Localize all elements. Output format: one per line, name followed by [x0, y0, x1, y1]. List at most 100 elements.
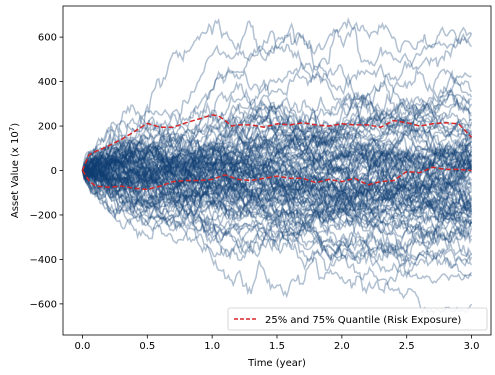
simulated-path: [81, 155, 473, 207]
y-tick-label: −600: [30, 299, 57, 310]
simulated-path: [81, 87, 473, 179]
simulated-path: [81, 146, 473, 211]
simulated-path: [81, 135, 473, 193]
simulated-path: [81, 147, 472, 208]
simulated-path: [82, 165, 473, 255]
simulated-path: [82, 166, 472, 245]
simulated-path: [81, 170, 473, 263]
simulated-path: [81, 166, 473, 271]
y-axis-label-exponent: 7: [8, 127, 16, 131]
quantile-lines: [81, 114, 473, 191]
x-tick-label: 0.0: [75, 341, 91, 352]
simulated-paths: [81, 16, 473, 315]
simulated-path: [81, 90, 472, 184]
simulated-path: [81, 139, 473, 295]
simulated-path: [81, 93, 472, 177]
y-tick-label: −400: [30, 255, 57, 266]
simulated-path: [82, 113, 472, 184]
simulated-path: [82, 128, 473, 207]
simulated-path: [82, 63, 473, 179]
simulated-path: [82, 33, 473, 193]
simulated-path: [82, 94, 473, 229]
simulated-path: [81, 99, 472, 209]
x-tick-label: 1.5: [269, 341, 285, 352]
x-tick-label: 3.0: [464, 341, 480, 352]
simulated-path: [81, 165, 472, 218]
simulated-path: [81, 106, 473, 185]
simulated-path: [81, 170, 473, 223]
simulated-path: [81, 130, 472, 209]
y-axis-label-main: Asset Value (x 10: [10, 131, 21, 218]
simulated-path: [82, 154, 472, 234]
simulated-path: [81, 41, 473, 171]
simulated-path: [81, 101, 473, 191]
simulated-path: [82, 169, 473, 246]
x-tick-label: 2.0: [334, 341, 350, 352]
simulated-path: [81, 61, 473, 175]
y-tick-label: 200: [38, 122, 57, 133]
legend: 25% and 75% Quantile (Risk Exposure): [227, 307, 488, 331]
simulated-path: [81, 145, 472, 202]
y-tick-label: 0: [51, 166, 57, 177]
simulated-path: [81, 158, 472, 225]
y-axis-label: Asset Value (x 107): [8, 123, 21, 218]
simulated-path: [82, 148, 473, 213]
simulated-path: [81, 112, 473, 201]
simulated-path: [81, 129, 472, 185]
simulated-path: [81, 79, 473, 190]
y-axis-label-close: ): [10, 123, 21, 127]
simulated-path: [81, 165, 473, 222]
simulated-path: [81, 71, 472, 171]
simulated-path: [82, 151, 473, 221]
quantile-line-upper: [81, 114, 473, 171]
simulated-path: [81, 118, 472, 178]
x-axis-ticks: 0.0 0.5 1.0 1.5 2.0 2.5 3.0: [75, 335, 480, 352]
simulated-path: [82, 151, 472, 243]
simulated-path: [81, 145, 473, 258]
simulated-path: [82, 158, 472, 299]
simulated-path: [81, 131, 473, 203]
simulated-path: [81, 137, 473, 185]
simulated-path: [81, 94, 473, 218]
simulated-path: [81, 154, 472, 219]
simulated-path: [81, 159, 473, 210]
x-tick-label: 2.5: [399, 341, 415, 352]
simulated-path: [82, 94, 473, 197]
simulated-path: [81, 154, 473, 263]
simulated-path: [81, 132, 473, 176]
simulated-path: [81, 98, 473, 215]
legend-label: 25% and 75% Quantile (Risk Exposure): [265, 315, 461, 326]
simulated-path: [82, 155, 473, 258]
simulated-path: [81, 123, 473, 194]
x-tick-label: 0.5: [139, 341, 155, 352]
simulated-path: [81, 133, 473, 208]
simulated-path: [81, 141, 473, 197]
simulated-path: [81, 170, 472, 232]
simulated-path: [82, 144, 473, 191]
simulated-path: [82, 122, 472, 187]
simulated-path: [81, 152, 472, 218]
simulated-path: [81, 115, 472, 198]
simulated-path: [81, 67, 473, 175]
simulated-path: [82, 156, 473, 200]
simulated-path: [81, 143, 473, 231]
simulated-path: [81, 112, 472, 213]
simulated-path: [81, 141, 473, 211]
simulated-path: [81, 80, 472, 182]
y-axis-ticks: −600 −400 −200 0 200 400 600: [30, 33, 63, 310]
simulated-path: [82, 160, 473, 269]
simulated-path: [82, 104, 473, 241]
simulated-path: [82, 139, 473, 236]
simulated-path: [81, 159, 473, 225]
simulated-path: [82, 169, 473, 268]
simulated-path: [82, 158, 472, 220]
y-tick-label: 400: [38, 77, 57, 88]
simulated-path: [81, 160, 472, 209]
simulated-path: [82, 138, 473, 230]
simulated-path: [81, 124, 473, 201]
y-tick-label: 600: [38, 33, 57, 44]
x-axis-label: Time (year): [247, 358, 306, 369]
simulated-path: [82, 157, 472, 226]
simulated-path: [82, 107, 472, 175]
